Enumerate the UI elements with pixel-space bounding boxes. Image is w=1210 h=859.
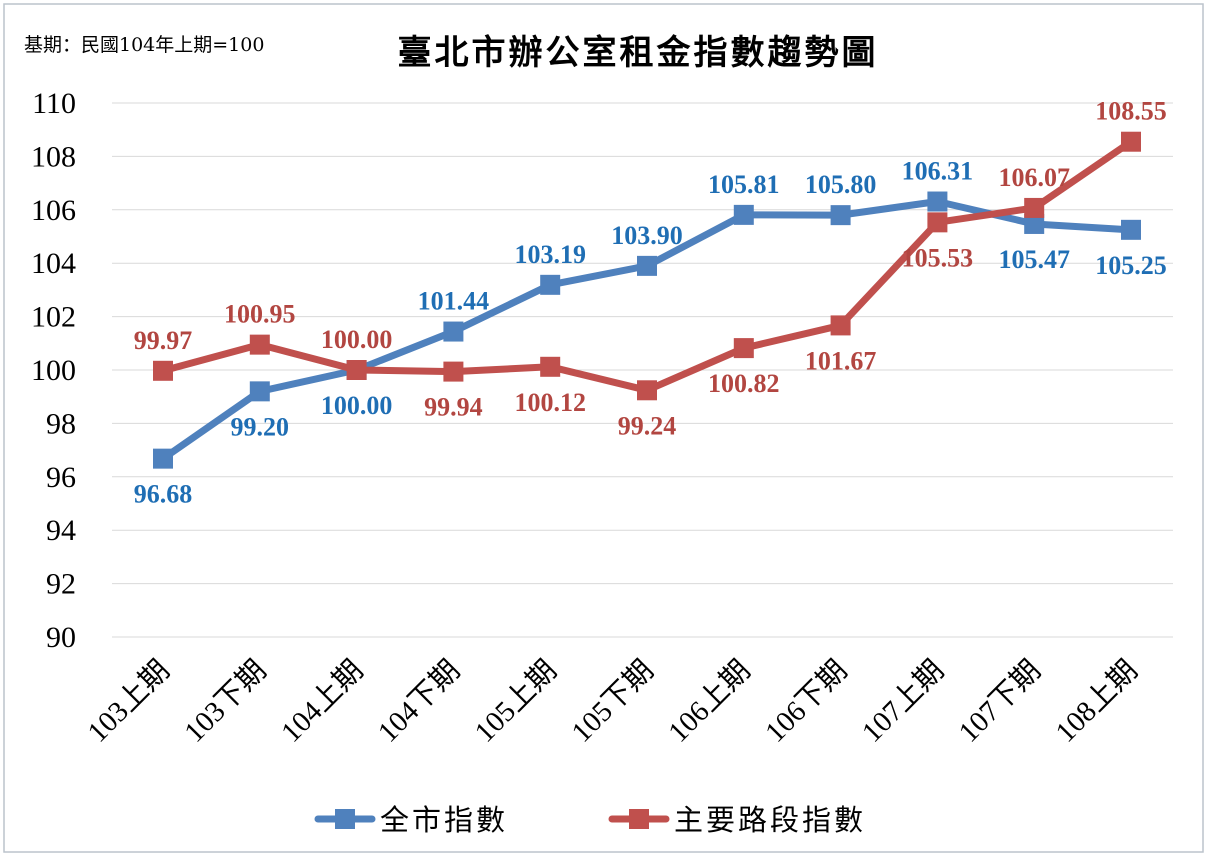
data-point <box>1121 219 1141 240</box>
y-tick-label: 110 <box>32 87 76 120</box>
data-label: 99.97 <box>134 326 193 355</box>
data-label: 105.81 <box>708 170 780 199</box>
data-point <box>733 338 754 359</box>
data-point <box>153 360 173 381</box>
data-point <box>346 360 367 380</box>
y-tick-label: 94 <box>46 514 76 547</box>
data-point <box>153 448 173 469</box>
data-point <box>927 191 948 212</box>
y-tick-label: 98 <box>46 407 76 440</box>
data-label: 106.07 <box>998 163 1070 192</box>
data-point <box>1024 213 1045 234</box>
y-tick-label: 102 <box>31 301 76 334</box>
data-point <box>443 321 464 342</box>
base-period-note: 基期：民國104年上期=100 <box>24 34 264 56</box>
legend-marker <box>335 809 355 829</box>
data-point <box>249 334 270 355</box>
legend: 全市指數 主要路段指數 <box>314 803 866 837</box>
data-label: 99.94 <box>424 393 483 422</box>
data-label: 108.55 <box>1095 97 1167 126</box>
data-label: 105.47 <box>998 245 1070 274</box>
y-axis-ticks: 90 92 94 96 98 100 102 104 106 108 110 <box>31 87 76 654</box>
data-label: 101.44 <box>418 287 490 316</box>
data-point <box>1121 131 1141 152</box>
data-label: 99.24 <box>618 411 677 440</box>
y-tick-label: 100 <box>31 354 76 387</box>
data-label: 100.00 <box>321 325 393 354</box>
legend-marker <box>629 809 649 829</box>
y-tick-label: 96 <box>46 461 76 494</box>
data-label: 103.19 <box>514 240 586 269</box>
series-city-index <box>153 191 1141 469</box>
legend-label: 主要路段指數 <box>674 803 866 837</box>
data-point <box>249 381 270 402</box>
data-label: 103.90 <box>611 221 683 250</box>
y-tick-label: 92 <box>46 568 76 601</box>
data-point <box>443 361 464 382</box>
data-point <box>927 212 948 233</box>
legend-label: 全市指數 <box>380 803 508 837</box>
data-point <box>830 315 851 336</box>
data-point <box>637 380 657 401</box>
data-point <box>637 255 657 276</box>
data-labels: 96.68 99.20 100.00 101.44 103.19 103.90 105.81… <box>134 97 1167 509</box>
data-label: 105.25 <box>1095 251 1167 280</box>
data-point <box>830 205 851 226</box>
data-label: 105.80 <box>805 170 877 199</box>
data-point <box>733 204 754 225</box>
data-label: 96.68 <box>134 480 193 509</box>
data-point <box>1024 197 1045 218</box>
y-tick-label: 106 <box>31 194 76 227</box>
chart-title: 臺北市辦公室租金指數趨勢圖 <box>398 33 879 73</box>
data-label: 101.67 <box>805 346 877 375</box>
y-tick-label: 90 <box>46 621 76 654</box>
data-label: 100.82 <box>708 369 780 398</box>
series-main-road-index <box>153 131 1141 401</box>
data-label: 100.12 <box>514 388 586 417</box>
y-tick-label: 108 <box>31 140 76 173</box>
data-point <box>540 356 561 377</box>
data-label: 105.53 <box>902 243 974 272</box>
data-label: 99.20 <box>231 412 290 441</box>
data-label: 106.31 <box>902 157 974 186</box>
y-tick-label: 104 <box>31 247 76 280</box>
grid-lines <box>112 102 1173 638</box>
data-label: 100.95 <box>224 300 296 329</box>
data-point <box>540 274 561 295</box>
data-label: 100.00 <box>321 391 393 420</box>
series-layer <box>153 131 1141 469</box>
